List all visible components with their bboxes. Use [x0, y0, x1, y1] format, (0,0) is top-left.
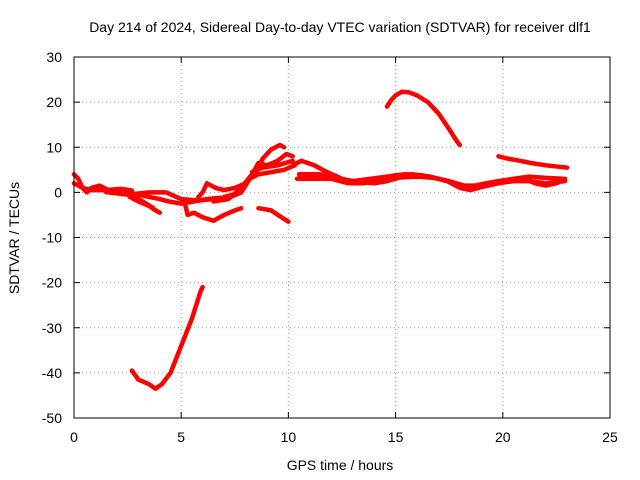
y-axis-label: SDTVAR / TECUs	[6, 182, 22, 294]
x-tick-label: 20	[495, 429, 511, 445]
y-tick-label: -50	[42, 410, 62, 426]
series-arc-18	[384, 89, 463, 148]
series-arc-07	[183, 203, 244, 224]
y-tick-label: 20	[46, 94, 62, 110]
series-arc-13	[256, 205, 291, 224]
y-tick-label: -40	[42, 365, 62, 381]
chart-title: Day 214 of 2024, Sidereal Day-to-day VTE…	[89, 19, 591, 35]
series-arc-08	[129, 284, 205, 391]
x-tick-label: 0	[70, 429, 78, 445]
y-tick-label: -10	[42, 230, 62, 246]
series-arc-09	[196, 142, 287, 200]
series-arc-02	[71, 172, 111, 195]
x-tick-label: 25	[602, 429, 618, 445]
y-tick-label: 10	[46, 139, 62, 155]
data-series	[71, 89, 570, 391]
x-axis-label: GPS time / hours	[287, 457, 394, 473]
y-tick-label: -20	[42, 275, 62, 291]
y-tick-label: 30	[46, 49, 62, 65]
x-tick-label: 15	[388, 429, 404, 445]
y-tick-label: 0	[54, 184, 62, 200]
y-tick-label: -30	[42, 320, 62, 336]
grid-lines	[74, 57, 610, 418]
series-arc-06	[125, 190, 156, 211]
series-arc-19	[496, 154, 570, 170]
series-arc-17	[521, 176, 568, 188]
x-tick-label: 5	[177, 429, 185, 445]
x-tick-label: 10	[281, 429, 297, 445]
series-arc-11	[221, 163, 298, 200]
series-arc-12	[249, 158, 295, 175]
series-arc-16	[296, 172, 467, 190]
axis-ticks: 0 5 10 15 20 25 -50 -40 -30 -20 -10 0 10 20 30	[42, 49, 618, 445]
